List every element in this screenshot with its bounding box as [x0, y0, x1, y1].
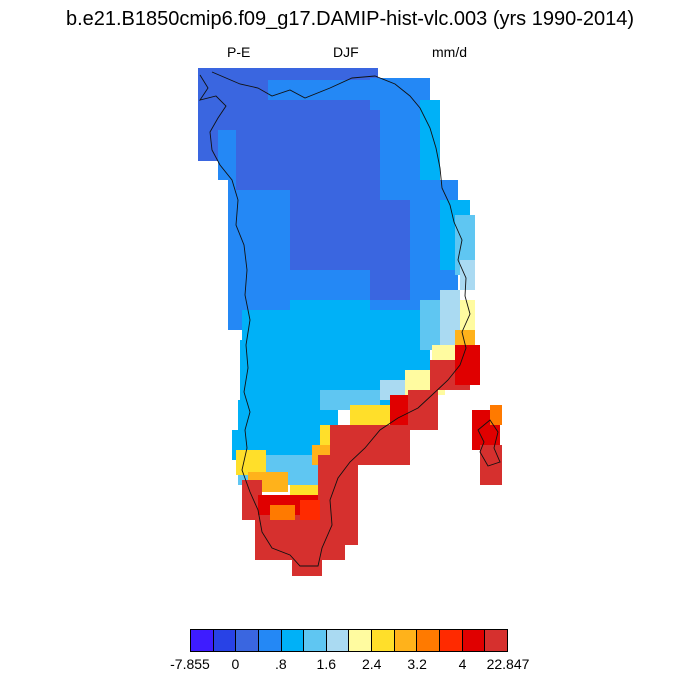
- grid-cell: [460, 260, 475, 290]
- grid-cell: [455, 345, 480, 385]
- grid-cell: [408, 390, 438, 430]
- colorbar-box: [372, 630, 395, 651]
- colorbar: [190, 629, 508, 652]
- colorbar-tick-label: .8: [275, 656, 287, 672]
- colorbar-box: [326, 630, 350, 651]
- colorbar-box: [462, 630, 486, 651]
- grid-cell: [236, 100, 296, 190]
- grid-cell: [420, 100, 440, 180]
- coastline-east: [477, 419, 501, 467]
- map-title: b.e21.B1850cmip6.f09_g17.DAMIP-hist-vlc.…: [65, 8, 635, 30]
- colorbar-box: [304, 630, 327, 651]
- gridded-field: [198, 68, 502, 576]
- grid-cell: [236, 450, 266, 475]
- grid-cell: [490, 405, 502, 425]
- grid-cell: [242, 480, 262, 520]
- grid-cell: [290, 110, 380, 270]
- coastline: [198, 71, 471, 567]
- colorbar-tick-label: 22.847: [486, 656, 530, 672]
- colorbar-box: [191, 630, 214, 651]
- colorbar-tick-label: 4: [458, 656, 467, 672]
- grid-cell: [218, 130, 238, 180]
- season-label: DJF: [333, 44, 359, 60]
- colorbar-box: [258, 630, 282, 651]
- colorbar-box: [236, 630, 259, 651]
- units-label: mm/d: [432, 44, 467, 60]
- grid-cell: [290, 300, 370, 330]
- variable-label: P-E: [227, 44, 251, 60]
- grid-cell: [270, 505, 295, 520]
- colorbar-tick-label: 3.2: [407, 656, 427, 672]
- colorbar-box: [417, 630, 441, 651]
- colorbar-tick-label: 1.6: [316, 656, 337, 672]
- grid-cell: [292, 540, 322, 576]
- colorbar-box: [394, 630, 418, 651]
- colorbar-tick-label: 0: [231, 656, 240, 672]
- colorbar-box: [281, 630, 305, 651]
- grid-cell: [370, 200, 410, 300]
- colorbar-box: [349, 630, 373, 651]
- colorbar-box: [440, 630, 463, 651]
- colorbar-box: [485, 630, 507, 651]
- colorbar-box: [213, 630, 237, 651]
- grid-cell: [300, 500, 320, 520]
- colorbar-tick-label: -7.855: [170, 656, 210, 672]
- colorbar-tick-label: 2.4: [361, 656, 382, 672]
- grid-cell: [318, 455, 358, 545]
